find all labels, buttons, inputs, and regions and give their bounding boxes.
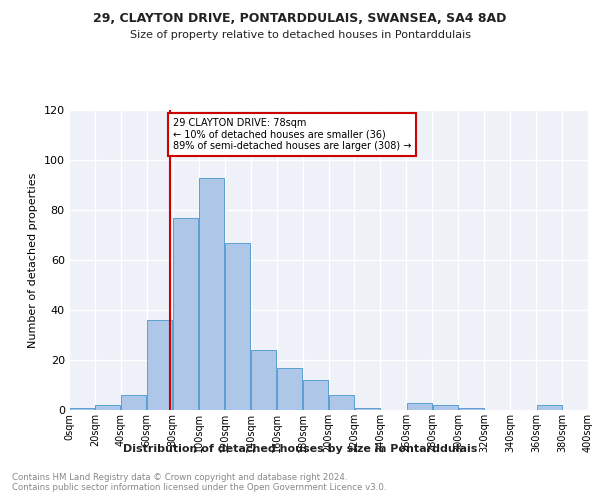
Bar — [251, 350, 276, 410]
Bar — [121, 395, 146, 410]
Bar — [225, 242, 250, 410]
Bar — [459, 408, 484, 410]
Text: 29, CLAYTON DRIVE, PONTARDDULAIS, SWANSEA, SA4 8AD: 29, CLAYTON DRIVE, PONTARDDULAIS, SWANSE… — [94, 12, 506, 26]
Bar — [303, 380, 328, 410]
Bar — [199, 178, 224, 410]
Bar — [277, 368, 302, 410]
Bar — [95, 405, 121, 410]
Text: Distribution of detached houses by size in Pontarddulais: Distribution of detached houses by size … — [123, 444, 477, 454]
Text: 29 CLAYTON DRIVE: 78sqm
← 10% of detached houses are smaller (36)
89% of semi-de: 29 CLAYTON DRIVE: 78sqm ← 10% of detache… — [173, 118, 411, 150]
Bar — [148, 320, 172, 410]
Text: Contains HM Land Registry data © Crown copyright and database right 2024.
Contai: Contains HM Land Registry data © Crown c… — [12, 472, 386, 492]
Text: Size of property relative to detached houses in Pontarddulais: Size of property relative to detached ho… — [130, 30, 470, 40]
Y-axis label: Number of detached properties: Number of detached properties — [28, 172, 38, 348]
Bar — [70, 408, 94, 410]
Bar — [329, 395, 354, 410]
Bar — [536, 405, 562, 410]
Bar — [407, 402, 432, 410]
Bar — [433, 405, 458, 410]
Bar — [355, 408, 380, 410]
Bar — [173, 218, 198, 410]
